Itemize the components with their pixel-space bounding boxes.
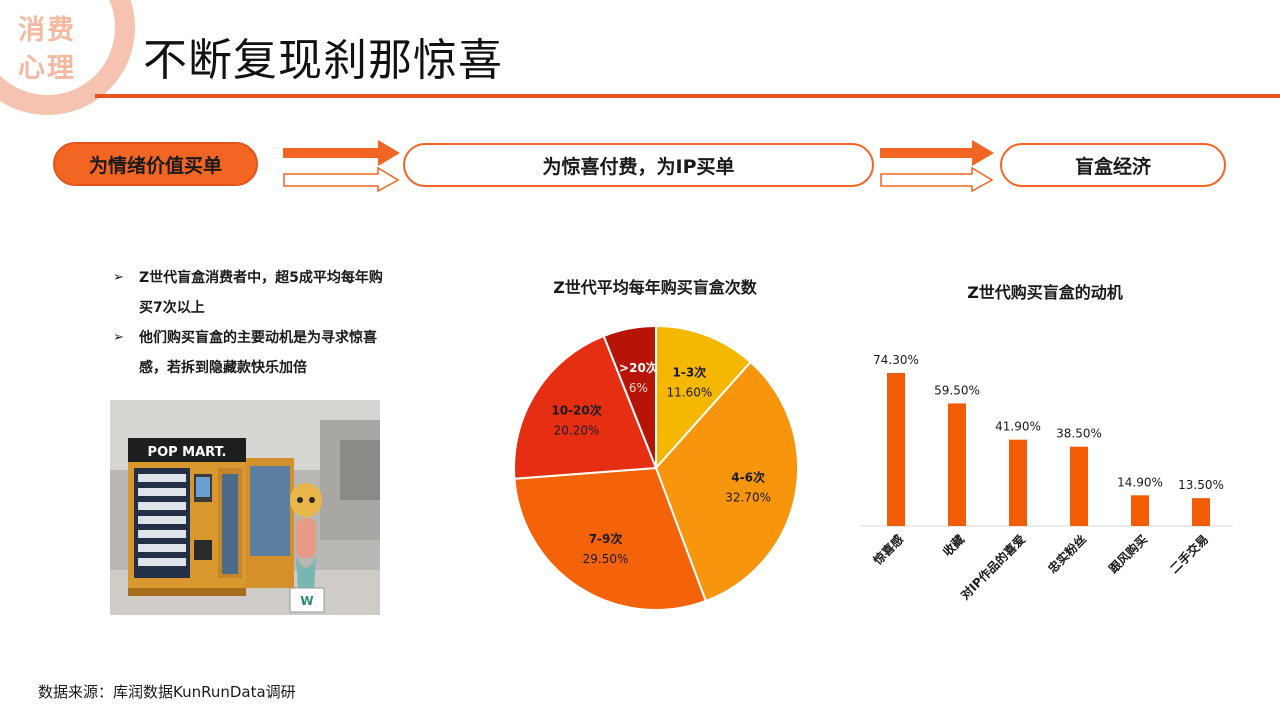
purchase-frequency-pie-chart: 1-3次 11.60% 4-6次 32.70% 7-9次 29.50% 10-20次 20.2…	[513, 324, 799, 611]
pie-chart-title: Z世代平均每年购买盲盒次数	[553, 278, 757, 297]
machine-sign: POP MART.	[148, 445, 227, 460]
pie-value-label: 32.70%	[725, 490, 771, 504]
pie-category-label: 4-6次	[731, 469, 765, 484]
svg-text:W: W	[300, 594, 313, 608]
bar	[948, 403, 966, 526]
bullet-item: ➢ 他们购买盲盒的主要动机是为寻求惊喜感，若拆到隐藏款快乐加倍	[113, 323, 413, 383]
title-divider	[95, 94, 1280, 98]
bullet-list: ➢ Z世代盲盒消费者中，超5成平均每年购买7次以上 ➢ 他们购买盲盒的主要动机是…	[113, 263, 413, 383]
bar-value-label: 14.90%	[1117, 475, 1163, 489]
pie-slice	[654, 360, 799, 603]
flow-arrow-1	[283, 140, 400, 192]
pie-category-label: 1-3次	[673, 364, 707, 379]
bar	[887, 372, 905, 526]
pie-slice	[655, 324, 752, 471]
pie-value-label: 11.60%	[667, 385, 713, 399]
bar	[1009, 439, 1027, 526]
pie-category-label: 10-20次	[551, 402, 601, 417]
pie-slice	[513, 466, 708, 611]
bullet-item: ➢ Z世代盲盒消费者中，超5成平均每年购买7次以上	[113, 263, 413, 323]
arrow-solid-icon	[283, 140, 400, 166]
bar-category-label: 跟风购买	[1106, 532, 1151, 577]
bar-value-label: 59.50%	[934, 383, 980, 397]
bar-category-label: 对IP作品的喜爱	[957, 532, 1028, 603]
page-title: 不断复现刹那惊喜	[143, 35, 503, 86]
arrow-outline-icon	[880, 166, 994, 192]
pie-slice	[602, 324, 657, 469]
flow-step-emotional-value: 为情绪价值买单	[53, 142, 258, 186]
bar	[1131, 495, 1149, 526]
bar-category-label: 忠实粉丝	[1045, 532, 1090, 577]
bar-category-label: 收藏	[940, 532, 968, 560]
bar-value-label: 74.30%	[873, 353, 919, 367]
pop-mart-vending-machine-photo: POP MART. W	[110, 400, 380, 615]
arrow-solid-icon	[880, 140, 994, 166]
bar	[1070, 446, 1088, 526]
bar-category-label: 惊喜感	[870, 532, 906, 568]
corner-tag: 消费心理	[18, 15, 76, 84]
arrow-bullet-icon: ➢	[113, 270, 124, 285]
bar-value-label: 13.50%	[1178, 478, 1224, 492]
flow-step-blind-box-economy: 盲盒经济	[1000, 143, 1226, 187]
bar-value-label: 41.90%	[995, 420, 1041, 434]
pie-value-label: 20.20%	[554, 423, 600, 437]
purchase-motivation-bar-chart: 74.30% 惊喜感 59.50% 收藏 41.90% 对IP作品的喜爱 38.50% 忠实粉…	[860, 353, 1233, 603]
bar-value-label: 38.50%	[1056, 427, 1102, 441]
pie-slice	[513, 334, 658, 480]
bar-chart-title: Z世代购买盲盒的动机	[967, 283, 1123, 302]
data-source-note: 数据来源：库润数据KunRunData调研	[38, 683, 296, 701]
flow-arrow-2	[880, 140, 994, 192]
bar	[1192, 498, 1210, 526]
pie-category-label: 7-9次	[589, 531, 623, 546]
arrow-bullet-icon: ➢	[113, 330, 124, 345]
pie-category-label: >20次	[619, 360, 658, 375]
pie-value-label: 6%	[629, 381, 648, 395]
flow-step-surprise-ip: 为惊喜付费，为IP买单	[403, 143, 874, 187]
pie-value-label: 29.50%	[583, 552, 629, 566]
bar-category-label: 二手交易	[1167, 532, 1212, 577]
arrow-outline-icon	[283, 166, 400, 192]
